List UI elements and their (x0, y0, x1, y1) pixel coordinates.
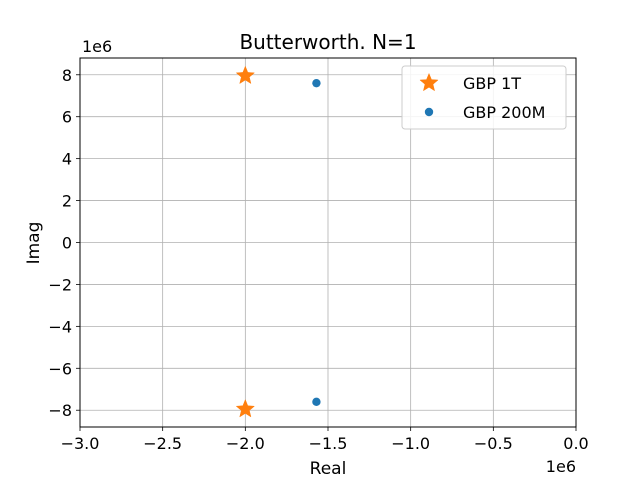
y-tick-label: −6 (48, 359, 72, 378)
y-axis-label: Imag (24, 222, 44, 265)
x-tick-label: −0.5 (474, 434, 513, 453)
data-layer (235, 65, 321, 418)
data-point-gbp-200m (312, 397, 321, 407)
y-tick-label: 4 (62, 150, 72, 169)
x-tick-label: −1.5 (309, 434, 348, 453)
y-tick-label: 2 (62, 192, 72, 211)
data-point-gbp-200m (312, 78, 321, 88)
data-point-gbp-1t (235, 65, 256, 85)
legend-marker-gbp-1t (419, 72, 439, 92)
x-tick-label: −1.0 (391, 434, 430, 453)
x-axis-label: Real (310, 459, 347, 479)
y-offset-text: 1e6 (82, 37, 112, 56)
grid-layer (79, 58, 577, 427)
tick-layer: −3.0 −2.5 −2.0 −1.5 −1.0 −0.5 0.0 −8 −6 −4 −2 0 2 4 6 8 (48, 66, 588, 453)
legend: GBP 1T GBP 200M (401, 65, 567, 130)
x-tick-label: −2.5 (143, 434, 182, 453)
y-tick-label: 6 (62, 108, 72, 127)
data-point-gbp-1t (235, 399, 256, 418)
x-tick-label: −3.0 (61, 434, 100, 453)
x-offset-text: 1e6 (546, 457, 576, 476)
y-tick-label: −4 (48, 317, 72, 336)
legend-label-gbp-200m: GBP 200M (463, 103, 545, 122)
legend-marker-gbp-200m (424, 107, 434, 117)
x-tick-label: 0.0 (563, 434, 588, 453)
y-tick-label: −8 (48, 401, 72, 420)
x-tick-label: −2.0 (226, 434, 265, 453)
chart-title: Butterworth. N=1 (239, 30, 416, 54)
y-tick-label: −2 (48, 275, 72, 294)
legend-label-gbp-1t: GBP 1T (463, 74, 521, 93)
legend-frame (401, 65, 567, 130)
y-tick-label: 0 (62, 234, 72, 253)
y-tick-label: 8 (62, 66, 72, 85)
